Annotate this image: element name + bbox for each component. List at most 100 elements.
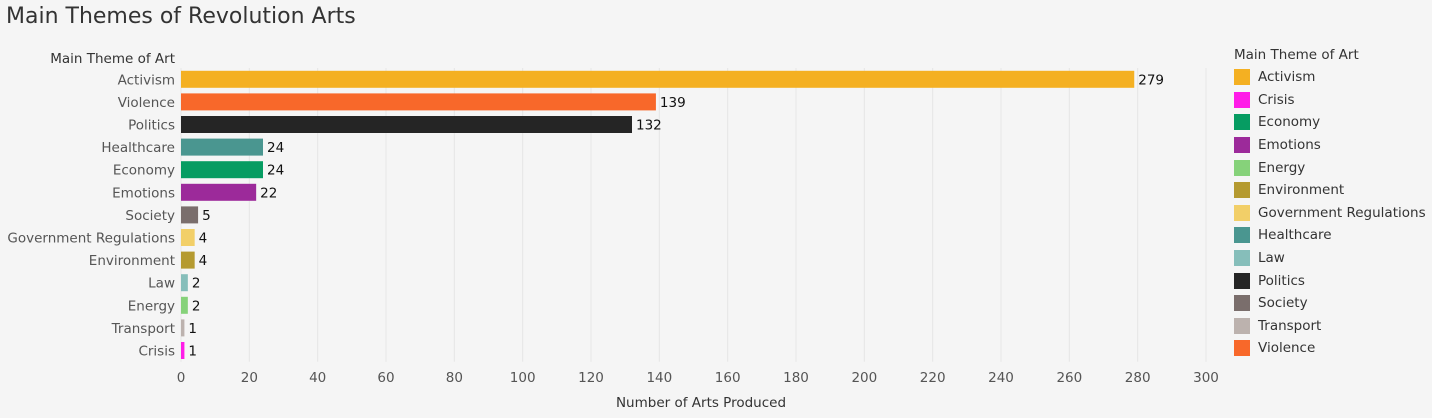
bar — [181, 251, 195, 269]
y-tick-label: Environment — [89, 253, 175, 269]
legend-item[interactable]: Activism — [1234, 66, 1430, 89]
legend-item[interactable]: Society — [1234, 292, 1430, 315]
legend-item[interactable]: Economy — [1234, 111, 1430, 134]
bars — [181, 70, 1135, 359]
y-tick-label: Violence — [118, 95, 175, 111]
x-tick-label: 20 — [241, 370, 258, 386]
x-tick-label: 260 — [1056, 370, 1082, 386]
value-label: 2 — [192, 276, 201, 292]
category-labels: Activism Violence Politics Healthcare Econom… — [7, 72, 175, 359]
bar — [181, 319, 185, 337]
x-tick-label: 80 — [446, 370, 463, 386]
legend-item[interactable]: Energy — [1234, 156, 1430, 179]
x-tick-label: 100 — [510, 370, 536, 386]
bar — [181, 296, 188, 314]
bar — [181, 138, 263, 156]
x-axis-ticks: 0 20 40 60 80 100 120 140 160 180 200 220 240 260 280 3… — [177, 370, 1219, 386]
x-tick-label: 200 — [851, 370, 877, 386]
legend-label: Crisis — [1258, 91, 1295, 108]
x-tick-label: 140 — [646, 370, 672, 386]
value-label: 4 — [199, 231, 208, 247]
legend-label: Society — [1258, 295, 1308, 312]
gridlines — [180, 68, 1207, 362]
value-label: 1 — [188, 344, 197, 360]
legend-item[interactable]: Violence — [1234, 337, 1430, 360]
legend-swatch — [1234, 159, 1250, 176]
legend-item[interactable]: Environment — [1234, 179, 1430, 202]
y-tick-label: Energy — [128, 298, 175, 314]
value-label: 132 — [636, 118, 662, 134]
legend-swatch — [1234, 137, 1250, 154]
y-axis-title: Main Theme of Art — [50, 51, 175, 67]
legend-swatch — [1234, 227, 1250, 244]
x-tick-label: 280 — [1125, 370, 1151, 386]
bar — [181, 229, 195, 246]
legend-label: Economy — [1258, 114, 1321, 131]
chart-title: Main Themes of Revolution Arts — [6, 4, 356, 29]
y-tick-label: Activism — [118, 72, 175, 88]
legend-item[interactable]: Crisis — [1234, 89, 1430, 112]
value-label: 2 — [192, 298, 201, 314]
legend-item[interactable]: Transport — [1234, 315, 1430, 338]
y-tick-label: Economy — [113, 163, 175, 179]
y-tick-label: Transport — [111, 321, 175, 337]
legend-item[interactable]: Government Regulations — [1234, 202, 1430, 225]
y-tick-label: Emotions — [112, 185, 175, 201]
legend-swatch — [1234, 182, 1250, 199]
x-tick-label: 40 — [309, 370, 326, 386]
legend-label: Law — [1258, 250, 1285, 267]
legend-swatch — [1234, 272, 1250, 289]
bar — [181, 161, 263, 179]
x-tick-label: 180 — [783, 370, 809, 386]
value-label: 4 — [199, 253, 208, 269]
bar — [181, 183, 257, 201]
legend-items: Activism Crisis Economy Emotions Energy Envir… — [1234, 66, 1430, 360]
legend-label: Politics — [1258, 272, 1305, 289]
x-tick-label: 300 — [1193, 370, 1219, 386]
legend-item[interactable]: Politics — [1234, 269, 1430, 292]
legend-label: Environment — [1258, 182, 1345, 199]
legend-label: Activism — [1258, 69, 1316, 86]
legend-label: Violence — [1258, 340, 1316, 357]
x-tick-label: 220 — [920, 370, 946, 386]
value-label: 5 — [202, 208, 211, 224]
y-tick-label: Politics — [128, 118, 175, 134]
y-tick-label: Society — [125, 208, 175, 224]
bar — [181, 342, 185, 359]
legend-label: Healthcare — [1258, 227, 1332, 244]
legend-swatch — [1234, 340, 1250, 357]
bar — [181, 116, 632, 133]
x-tick-label: 120 — [578, 370, 604, 386]
x-tick-label: 160 — [715, 370, 741, 386]
legend-swatch — [1234, 204, 1250, 221]
bar — [181, 274, 188, 292]
legend-swatch — [1234, 69, 1250, 86]
value-label: 1 — [188, 321, 197, 337]
legend-swatch — [1234, 250, 1250, 267]
y-tick-label: Government Regulations — [7, 231, 175, 247]
legend-swatch — [1234, 114, 1250, 131]
value-label: 139 — [660, 95, 686, 111]
value-label: 24 — [267, 163, 284, 179]
legend-swatch — [1234, 317, 1250, 334]
legend-label: Emotions — [1258, 137, 1321, 154]
legend-item[interactable]: Healthcare — [1234, 224, 1430, 247]
legend-label: Transport — [1258, 317, 1322, 334]
x-tick-label: 60 — [377, 370, 394, 386]
legend: Main Theme of Art Activism Crisis Economy E… — [1234, 46, 1430, 360]
legend-item[interactable]: Law — [1234, 247, 1430, 270]
y-tick-label: Law — [148, 276, 175, 292]
bar — [181, 93, 656, 111]
legend-item[interactable]: Emotions — [1234, 134, 1430, 157]
x-tick-label: 240 — [988, 370, 1014, 386]
x-tick-label: 0 — [177, 370, 186, 386]
y-tick-label: Crisis — [138, 344, 175, 360]
y-tick-label: Healthcare — [101, 140, 175, 156]
legend-swatch — [1234, 91, 1250, 108]
legend-label: Energy — [1258, 159, 1306, 176]
value-label: 279 — [1138, 72, 1164, 88]
value-label: 24 — [267, 140, 284, 156]
bar — [181, 70, 1135, 88]
